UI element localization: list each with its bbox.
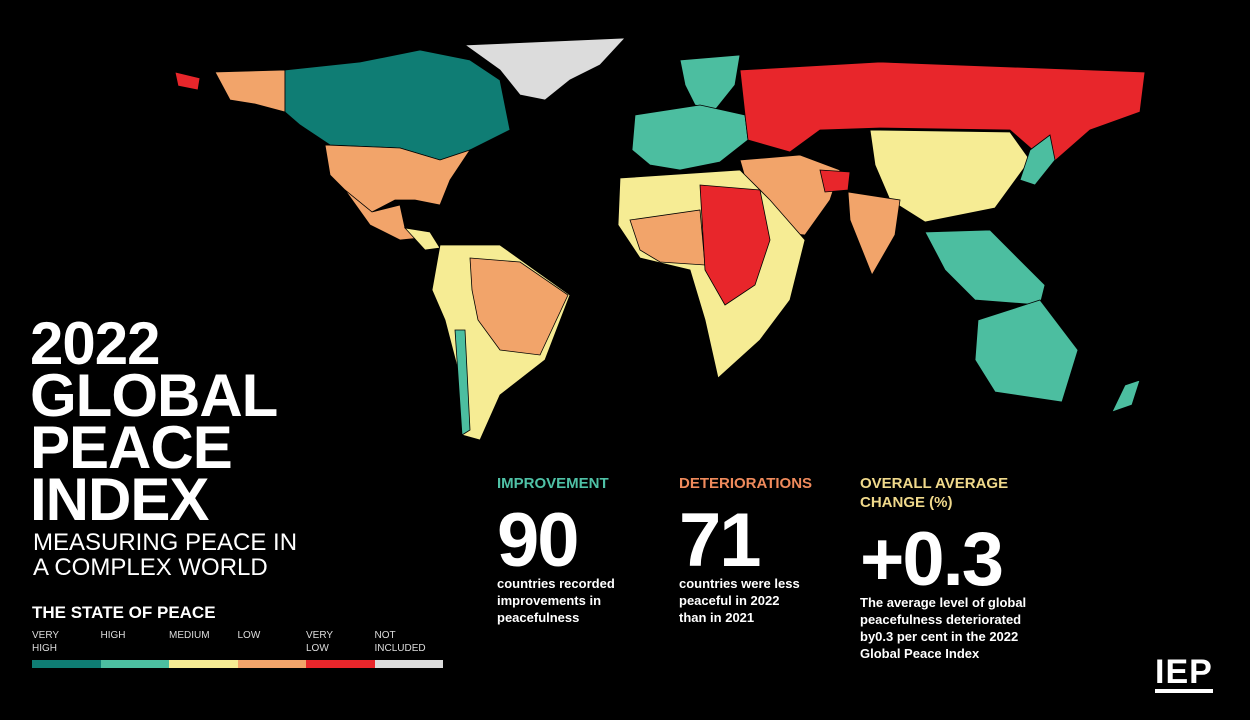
- stat-heading: IMPROVEMENT: [497, 475, 609, 492]
- greenland: [463, 37, 626, 101]
- legend-label: LOW: [306, 643, 329, 654]
- scandinavia: [679, 54, 741, 111]
- japan: [1019, 134, 1056, 186]
- usa: [324, 144, 471, 213]
- legend-label: VERY: [32, 630, 60, 641]
- legend-swatch: [237, 660, 306, 668]
- legend-label: NOT: [374, 630, 396, 641]
- europe: [631, 104, 749, 171]
- legend-title: THE STATE OF PEACE: [32, 603, 216, 622]
- legend-swatch: [32, 660, 101, 668]
- canada: [284, 49, 511, 161]
- stat-text: The average level of global: [860, 595, 1027, 610]
- stat-text: peacefulness deteriorated: [860, 612, 1022, 627]
- title-line: GLOBAL: [30, 362, 278, 429]
- stat-text: peacefulness: [497, 610, 580, 625]
- chile: [454, 329, 471, 436]
- stat-heading: CHANGE (%): [860, 494, 953, 511]
- legend-label: HIGH: [32, 643, 57, 654]
- title-line: 2022: [30, 310, 160, 377]
- africa-west: [629, 209, 706, 266]
- stat-text: countries were less: [679, 576, 800, 591]
- india: [847, 191, 901, 276]
- legend-label: HIGH: [100, 630, 126, 641]
- china: [869, 129, 1031, 223]
- subtitle-line: MEASURING PEACE IN: [33, 529, 298, 556]
- logo: IEP: [1155, 653, 1213, 693]
- stat-text: Global Peace Index: [860, 646, 980, 661]
- title-line: PEACE: [30, 414, 233, 481]
- legend-label: LOW: [237, 630, 261, 641]
- brazil: [469, 257, 569, 356]
- legend-swatch: [100, 660, 169, 668]
- stat-text: peaceful in 2022: [679, 593, 780, 608]
- stat-heading: OVERALL AVERAGE: [860, 475, 1009, 492]
- stat-value: 90: [497, 498, 580, 583]
- stat-text: countries recorded: [497, 576, 615, 591]
- africa-center: [699, 184, 771, 306]
- legend-swatch: [169, 660, 238, 668]
- australia: [974, 299, 1079, 403]
- southeast-asia: [924, 229, 1046, 306]
- legend-swatch: [374, 660, 443, 668]
- title-line: INDEX: [30, 466, 209, 533]
- legend-label: INCLUDED: [374, 643, 426, 654]
- alaska: [214, 69, 286, 113]
- afghanistan: [819, 169, 851, 193]
- stat-text: improvements in: [497, 593, 602, 608]
- new-zealand: [1111, 379, 1141, 413]
- stat-text: by0.3 per cent in the 2022: [860, 629, 1019, 644]
- legend-label: VERY: [306, 630, 334, 641]
- chukotka: [174, 71, 201, 91]
- world-map: [174, 37, 1146, 441]
- legend-swatch: [306, 660, 375, 668]
- stat-text: than in 2021: [679, 610, 755, 625]
- legend-label: MEDIUM: [169, 630, 210, 641]
- subtitle-line: A COMPLEX WORLD: [33, 554, 268, 581]
- stat-value: 71: [679, 498, 762, 583]
- stat-heading: DETERIORATIONS: [679, 475, 813, 492]
- stat-value: +0.3: [860, 517, 1004, 602]
